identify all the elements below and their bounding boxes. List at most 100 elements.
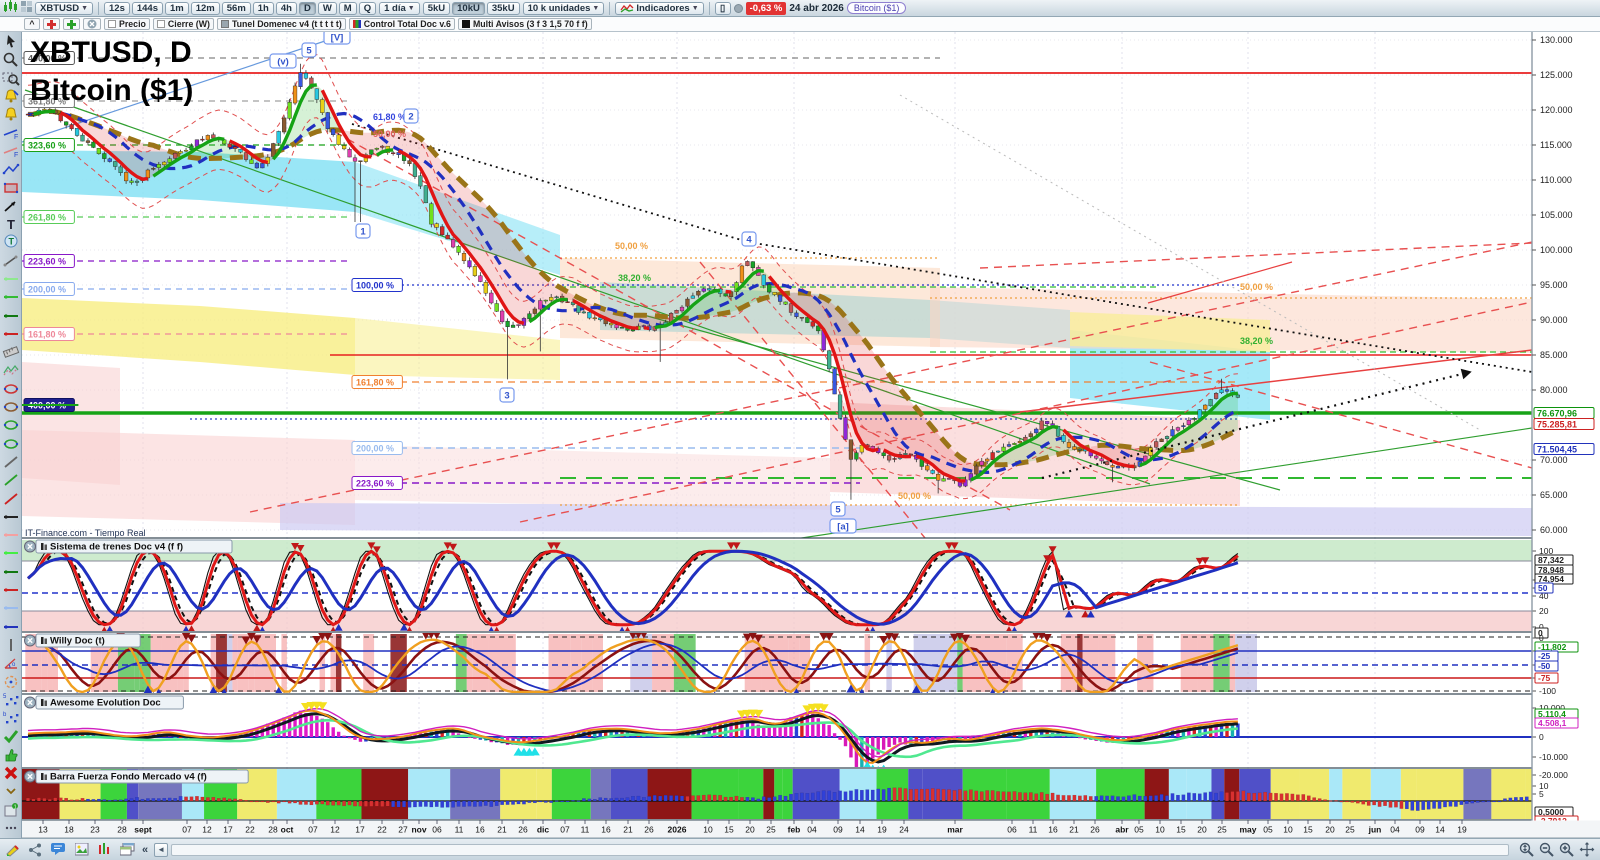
zoom-out-button[interactable] bbox=[1538, 842, 1556, 858]
alert-tool-icon[interactable] bbox=[1, 105, 21, 123]
layout-grid-icon[interactable] bbox=[21, 1, 32, 15]
text-tool-icon[interactable]: T bbox=[1, 215, 21, 233]
chevron-more-tool-icon[interactable] bbox=[1, 782, 21, 800]
special-badge-tool-icon[interactable]: 1 bbox=[1, 800, 21, 818]
timeframe-12m[interactable]: 12m bbox=[190, 1, 220, 15]
elliott-wave-badge[interactable]: 1 bbox=[355, 223, 371, 239]
record-dot-icon[interactable] bbox=[733, 3, 743, 13]
units-dropdown[interactable]: 10 k unidades ▼ bbox=[522, 1, 605, 15]
cursor-tool-icon[interactable] bbox=[1, 32, 21, 50]
zoom-in-button[interactable] bbox=[1558, 842, 1576, 858]
comment-tool-icon[interactable]: T bbox=[1, 233, 21, 251]
panel-awesome[interactable] bbox=[22, 701, 1532, 774]
panel-barra-header[interactable]: Barra Fuerza Fondo Mercado v4 (f) bbox=[24, 769, 249, 784]
info-button[interactable]: ▯ bbox=[714, 1, 731, 15]
diag-green-tool-icon[interactable] bbox=[1, 471, 21, 489]
rect-tool-icon[interactable] bbox=[1, 178, 21, 196]
panel-barra-close-icon[interactable] bbox=[24, 770, 36, 783]
legend-item-4[interactable]: Multi Avisos (3 f 3 1,5 70 f f) bbox=[457, 18, 592, 30]
indicators-button[interactable]: Indicadores ▼ bbox=[615, 1, 704, 15]
zoom-fit-button[interactable] bbox=[1518, 842, 1536, 858]
collapse-left-button[interactable]: « bbox=[142, 843, 149, 856]
timeframe-M[interactable]: M bbox=[338, 1, 357, 15]
panel-willy-header[interactable]: Willy Doc (t) bbox=[24, 633, 141, 648]
panel-willy-close-icon[interactable] bbox=[24, 634, 36, 647]
elliott-wave-badge[interactable]: 4 bbox=[741, 231, 757, 247]
image-icon[interactable] bbox=[73, 842, 90, 858]
share-icon[interactable] bbox=[27, 842, 44, 858]
timeframe-1h[interactable]: 1h bbox=[252, 1, 274, 15]
collapse-button[interactable]: ^ bbox=[24, 18, 40, 30]
edit-pencil-icon[interactable] bbox=[4, 842, 21, 858]
unit-10kU[interactable]: 10kU bbox=[452, 1, 485, 15]
thumb-up-tool-icon[interactable] bbox=[1, 746, 21, 764]
add-green-icon[interactable] bbox=[63, 18, 80, 30]
symbol-selector[interactable]: XBTUSD ▼ bbox=[35, 1, 93, 15]
arrow-ne-tool-icon[interactable] bbox=[1, 197, 21, 215]
timeframe-4h[interactable]: 4h bbox=[275, 1, 297, 15]
pan-button[interactable] bbox=[1578, 842, 1596, 858]
panel-awesome-header[interactable]: Awesome Evolution Doc bbox=[24, 695, 184, 710]
diag-red-tool-icon[interactable] bbox=[1, 489, 21, 507]
timeframe-D[interactable]: D bbox=[298, 1, 316, 15]
elliott-wave-badge[interactable]: 3 bbox=[499, 387, 515, 403]
legend-item-0[interactable]: Precio bbox=[104, 18, 150, 30]
ellipse-brown-tool-icon[interactable] bbox=[1, 398, 21, 416]
points2-tool-icon[interactable]: b bbox=[1, 709, 21, 727]
hline-blue-tool-icon[interactable] bbox=[1, 618, 21, 636]
vline-tool-icon[interactable] bbox=[1, 636, 21, 654]
chart-canvas[interactable]: 400,00 %361,80 %323,60 %261,80 %223,60 %… bbox=[22, 32, 1600, 838]
panel-trenes-close-icon[interactable] bbox=[24, 540, 36, 553]
elliott-wave-badge[interactable]: (v) bbox=[269, 53, 297, 69]
fib-circle-tool-icon[interactable] bbox=[1, 672, 21, 690]
x-delete-tool-icon[interactable] bbox=[1, 764, 21, 782]
dots-more-tool-icon[interactable] bbox=[1, 819, 21, 837]
check-tool-icon[interactable] bbox=[1, 727, 21, 745]
ruler-tool-icon[interactable] bbox=[1, 343, 21, 361]
elliott-wave-badge[interactable]: [V] bbox=[323, 32, 351, 45]
panel-awesome-close-icon[interactable] bbox=[24, 696, 36, 709]
date-axis[interactable]: 13 18 23 28 sept 07 12 17 22 28 oct 07 12 17 22 27 nov 06… bbox=[22, 820, 1600, 839]
points1-tool-icon[interactable]: 5 bbox=[1, 691, 21, 709]
timeframe-12s[interactable]: 12s bbox=[104, 1, 130, 15]
timeframe-Q[interactable]: Q bbox=[358, 1, 377, 15]
windows-icon[interactable] bbox=[119, 842, 136, 858]
hline-brightgreen-tool-icon[interactable] bbox=[1, 544, 21, 562]
zoom-area-tool-icon[interactable] bbox=[1, 69, 21, 87]
ellipse-green-tool-icon[interactable] bbox=[1, 416, 21, 434]
panel-willy[interactable] bbox=[22, 630, 1532, 701]
unit-5kU[interactable]: 5kU bbox=[422, 1, 451, 15]
segment-tool-icon[interactable] bbox=[1, 252, 21, 270]
elliott-wave-badge[interactable]: 5 bbox=[830, 501, 846, 517]
add-red-icon[interactable] bbox=[43, 18, 60, 30]
hline-pink-tool-icon[interactable] bbox=[1, 526, 21, 544]
legend-item-3[interactable]: Control Total Doc v.6 bbox=[348, 18, 455, 30]
hline-lightblue-tool-icon[interactable] bbox=[1, 599, 21, 617]
timeframe-144s[interactable]: 144s bbox=[131, 1, 163, 15]
legend-item-2[interactable]: Tunel Domenec v4 (t t t t t) bbox=[216, 18, 346, 30]
timeframe-W[interactable]: W bbox=[317, 1, 337, 15]
polyline-tool-icon[interactable] bbox=[1, 160, 21, 178]
panel-trenes-header[interactable]: Sistema de trenes Doc v4 (f f) bbox=[24, 539, 233, 554]
panel-trenes[interactable] bbox=[22, 540, 1532, 634]
zoom-tool-icon[interactable] bbox=[1, 50, 21, 68]
panel-barra[interactable] bbox=[22, 769, 1547, 820]
diag-gray-tool-icon[interactable] bbox=[1, 453, 21, 471]
hline-green-tool-icon[interactable] bbox=[1, 288, 21, 306]
chart-bars-icon[interactable] bbox=[96, 842, 113, 858]
hline-lightgreen-tool-icon[interactable] bbox=[1, 270, 21, 288]
timeframe-1m[interactable]: 1m bbox=[165, 1, 189, 15]
angle-tool-icon[interactable]: o bbox=[1, 654, 21, 672]
horizontal-scrollbar[interactable] bbox=[171, 843, 1509, 856]
elliott-wave-badge[interactable]: [a] bbox=[829, 518, 857, 534]
period-dropdown[interactable]: 1 día ▼ bbox=[379, 1, 420, 15]
chat-icon[interactable] bbox=[50, 842, 67, 858]
hline-reddot-tool-icon[interactable] bbox=[1, 325, 21, 343]
close-circle-icon[interactable] bbox=[83, 18, 101, 30]
elliott-wave-badge[interactable]: 5 bbox=[301, 42, 317, 58]
fib-line2-tool-icon[interactable]: F bbox=[1, 142, 21, 160]
ellipse-green2-tool-icon[interactable] bbox=[1, 435, 21, 453]
instrument-pill[interactable]: Bitcoin ($1) bbox=[846, 2, 907, 14]
alert-edit-tool-icon[interactable] bbox=[1, 87, 21, 105]
fib-line-tool-icon[interactable]: F bbox=[1, 123, 21, 141]
